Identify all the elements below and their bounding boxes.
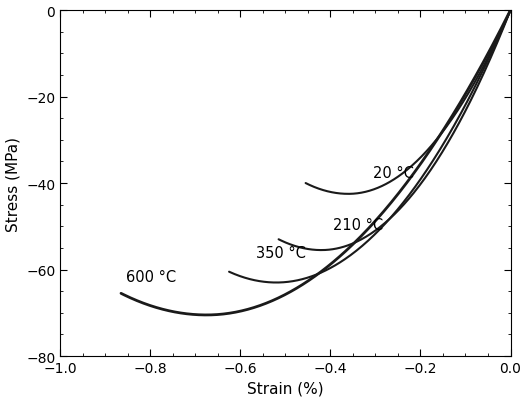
Text: 600 °C: 600 °C	[125, 269, 175, 284]
Text: 20 °C: 20 °C	[373, 165, 414, 180]
Text: 350 °C: 350 °C	[256, 245, 306, 260]
Y-axis label: Stress (MPa): Stress (MPa)	[6, 136, 21, 231]
X-axis label: Strain (%): Strain (%)	[247, 381, 324, 395]
Text: 210 °C: 210 °C	[333, 217, 383, 232]
